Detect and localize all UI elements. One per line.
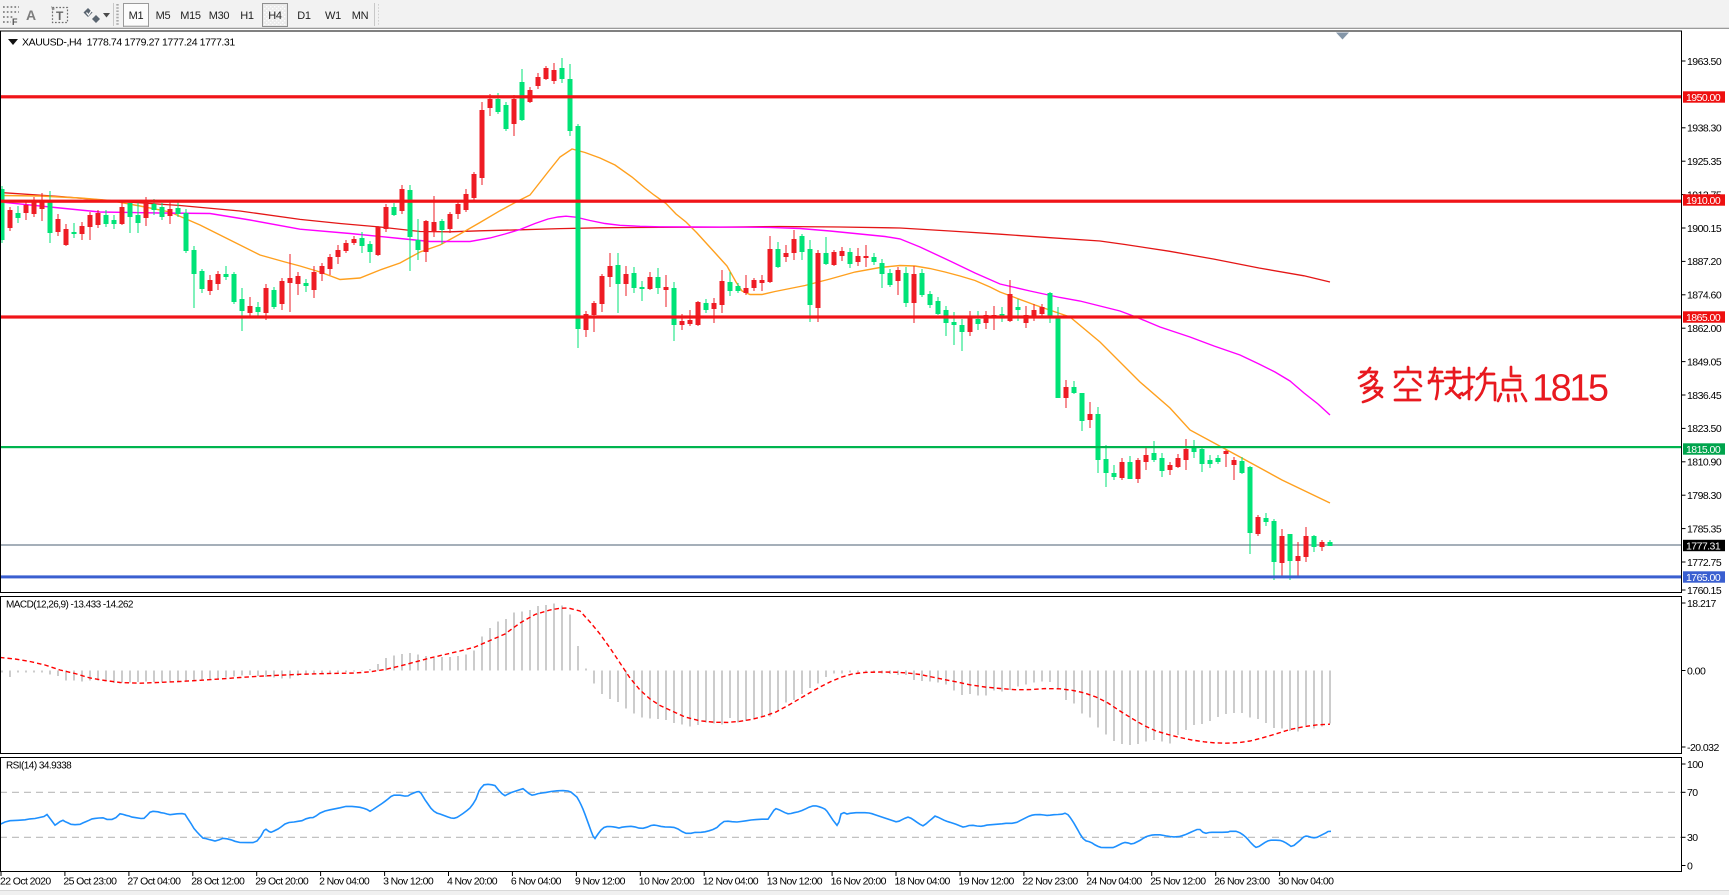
svg-text:3 Nov 12:00: 3 Nov 12:00 xyxy=(383,876,434,888)
svg-text:6 Nov 04:00: 6 Nov 04:00 xyxy=(511,876,562,888)
svg-text:1760.15: 1760.15 xyxy=(1687,585,1722,597)
svg-text:70: 70 xyxy=(1687,787,1698,799)
svg-text:100: 100 xyxy=(1687,759,1704,771)
svg-text:1810.90: 1810.90 xyxy=(1687,457,1722,469)
svg-text:1865.00: 1865.00 xyxy=(1686,312,1721,324)
svg-text:1874.60: 1874.60 xyxy=(1687,290,1722,302)
svg-text:1963.50: 1963.50 xyxy=(1687,56,1722,68)
svg-text:D1: D1 xyxy=(297,10,311,22)
svg-text:-20.032: -20.032 xyxy=(1687,742,1719,754)
svg-text:W1: W1 xyxy=(325,10,341,22)
svg-text:28 Oct 12:00: 28 Oct 12:00 xyxy=(191,876,245,888)
svg-text:M5: M5 xyxy=(156,10,171,22)
svg-text:1798.30: 1798.30 xyxy=(1687,490,1722,502)
svg-text:18.217: 18.217 xyxy=(1687,598,1717,610)
svg-text:18 Nov 04:00: 18 Nov 04:00 xyxy=(895,876,951,888)
svg-text:22 Nov 23:00: 22 Nov 23:00 xyxy=(1022,876,1078,888)
svg-text:1950.00: 1950.00 xyxy=(1686,92,1721,104)
svg-text:0: 0 xyxy=(1687,860,1693,872)
svg-text:XAUUSD-,H4 1778.74 1779.27 17: XAUUSD-,H4 1778.74 1779.27 1777.24 1777.… xyxy=(22,37,235,49)
svg-text:1849.05: 1849.05 xyxy=(1687,356,1722,368)
svg-text:1925.35: 1925.35 xyxy=(1687,156,1722,168)
svg-text:1862.00: 1862.00 xyxy=(1687,323,1722,335)
svg-text:16 Nov 20:00: 16 Nov 20:00 xyxy=(831,876,887,888)
svg-text:25 Oct 23:00: 25 Oct 23:00 xyxy=(63,876,117,888)
svg-text:1777.31: 1777.31 xyxy=(1686,540,1721,552)
svg-text:1836.45: 1836.45 xyxy=(1687,390,1722,402)
svg-text:2 Nov 04:00: 2 Nov 04:00 xyxy=(319,876,370,888)
svg-text:27 Oct 04:00: 27 Oct 04:00 xyxy=(127,876,181,888)
svg-text:MN: MN xyxy=(352,10,369,22)
svg-text:1765.00: 1765.00 xyxy=(1686,572,1721,584)
svg-text:1887.20: 1887.20 xyxy=(1687,256,1722,268)
svg-text:1823.50: 1823.50 xyxy=(1687,423,1722,435)
svg-text:1815.00: 1815.00 xyxy=(1686,444,1721,456)
svg-text:F: F xyxy=(12,17,18,27)
svg-text:1785.35: 1785.35 xyxy=(1687,523,1722,535)
svg-text:1815: 1815 xyxy=(1532,368,1608,410)
svg-text:9 Nov 12:00: 9 Nov 12:00 xyxy=(575,876,626,888)
svg-text:26 Nov 23:00: 26 Nov 23:00 xyxy=(1214,876,1270,888)
svg-text:1910.00: 1910.00 xyxy=(1686,195,1721,207)
svg-text:22 Oct 2020: 22 Oct 2020 xyxy=(0,876,51,888)
svg-text:1938.30: 1938.30 xyxy=(1687,123,1722,135)
svg-text:4 Nov 20:00: 4 Nov 20:00 xyxy=(447,876,498,888)
svg-text:0.00: 0.00 xyxy=(1687,665,1706,677)
svg-text:T: T xyxy=(56,9,64,23)
svg-text:M15: M15 xyxy=(180,10,201,22)
svg-text:10 Nov 20:00: 10 Nov 20:00 xyxy=(639,876,695,888)
svg-text:29 Oct 20:00: 29 Oct 20:00 xyxy=(255,876,309,888)
svg-text:30: 30 xyxy=(1687,832,1698,844)
svg-text:H4: H4 xyxy=(268,10,282,22)
svg-text:25 Nov 12:00: 25 Nov 12:00 xyxy=(1150,876,1206,888)
svg-text:H1: H1 xyxy=(240,10,254,22)
svg-text:12 Nov 04:00: 12 Nov 04:00 xyxy=(703,876,759,888)
svg-text:24 Nov 04:00: 24 Nov 04:00 xyxy=(1086,876,1142,888)
svg-text:1772.75: 1772.75 xyxy=(1687,557,1722,569)
svg-text:30 Nov 04:00: 30 Nov 04:00 xyxy=(1278,876,1334,888)
svg-text:19 Nov 12:00: 19 Nov 12:00 xyxy=(959,876,1015,888)
svg-text:M1: M1 xyxy=(129,10,144,22)
svg-text:MACD(12,26,9) -13.433 -14.262: MACD(12,26,9) -13.433 -14.262 xyxy=(6,600,134,611)
svg-text:M30: M30 xyxy=(209,10,230,22)
svg-text:1900.15: 1900.15 xyxy=(1687,223,1722,235)
svg-text:13 Nov 12:00: 13 Nov 12:00 xyxy=(767,876,823,888)
svg-text:A: A xyxy=(26,7,36,23)
svg-text:RSI(14) 34.9338: RSI(14) 34.9338 xyxy=(6,761,72,772)
